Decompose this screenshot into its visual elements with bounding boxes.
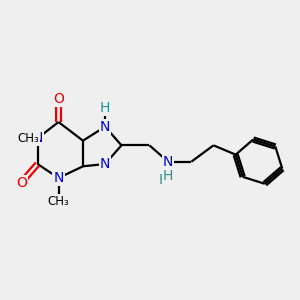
Text: O: O xyxy=(16,176,27,190)
Text: H: H xyxy=(158,173,169,187)
Text: H: H xyxy=(100,101,110,115)
Text: O: O xyxy=(53,92,64,106)
Text: N: N xyxy=(100,157,110,171)
Text: N: N xyxy=(32,131,43,145)
Text: N: N xyxy=(100,120,110,134)
Text: CH₃: CH₃ xyxy=(18,132,40,145)
Text: N: N xyxy=(53,171,64,185)
Text: CH₃: CH₃ xyxy=(48,195,69,208)
Text: H: H xyxy=(163,169,173,183)
Text: N: N xyxy=(163,155,173,169)
